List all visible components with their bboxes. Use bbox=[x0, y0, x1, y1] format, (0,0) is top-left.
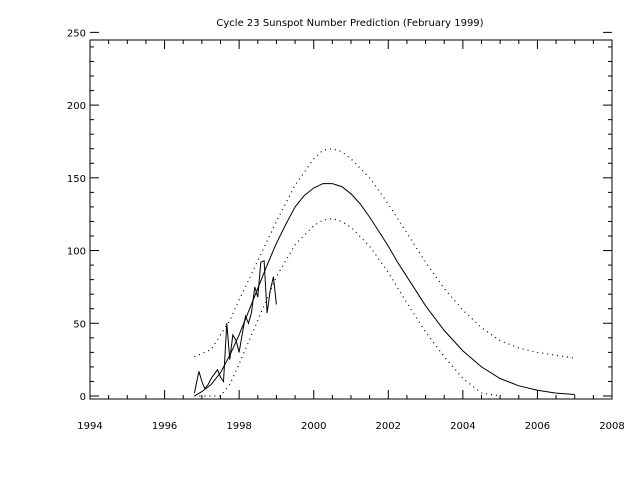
x-tick-label: 2006 bbox=[525, 421, 550, 432]
x-tick-label: 2008 bbox=[599, 421, 624, 432]
x-tick-label: 2002 bbox=[376, 421, 401, 432]
x-tick-label: 1994 bbox=[77, 421, 102, 432]
y-tick-label: 50 bbox=[73, 319, 86, 330]
plot-frame bbox=[89, 39, 613, 400]
observed-sunspot-line bbox=[193, 259, 277, 394]
predicted-sunspot-line bbox=[194, 183, 575, 397]
y-tick-label: 250 bbox=[67, 28, 86, 39]
confidence-bound-line bbox=[194, 148, 575, 359]
x-tick-label: 1998 bbox=[226, 421, 251, 432]
axis-ticks: 1994 1996 1998 2000 2002 2004 2006 2008 0 50 100 15… bbox=[67, 28, 625, 432]
chart-title: Cycle 23 Sunspot Number Prediction (Febr… bbox=[216, 18, 483, 29]
x-tick-label: 1996 bbox=[152, 421, 177, 432]
data-series bbox=[193, 148, 575, 397]
x-tick-label: 2000 bbox=[301, 421, 326, 432]
y-tick-label: 0 bbox=[80, 392, 86, 403]
y-tick-label: 200 bbox=[67, 101, 86, 112]
y-tick-label: 100 bbox=[67, 247, 86, 258]
x-tick-label: 2004 bbox=[450, 421, 475, 432]
confidence-bound-line bbox=[194, 217, 501, 397]
y-tick-label: 150 bbox=[67, 174, 86, 185]
